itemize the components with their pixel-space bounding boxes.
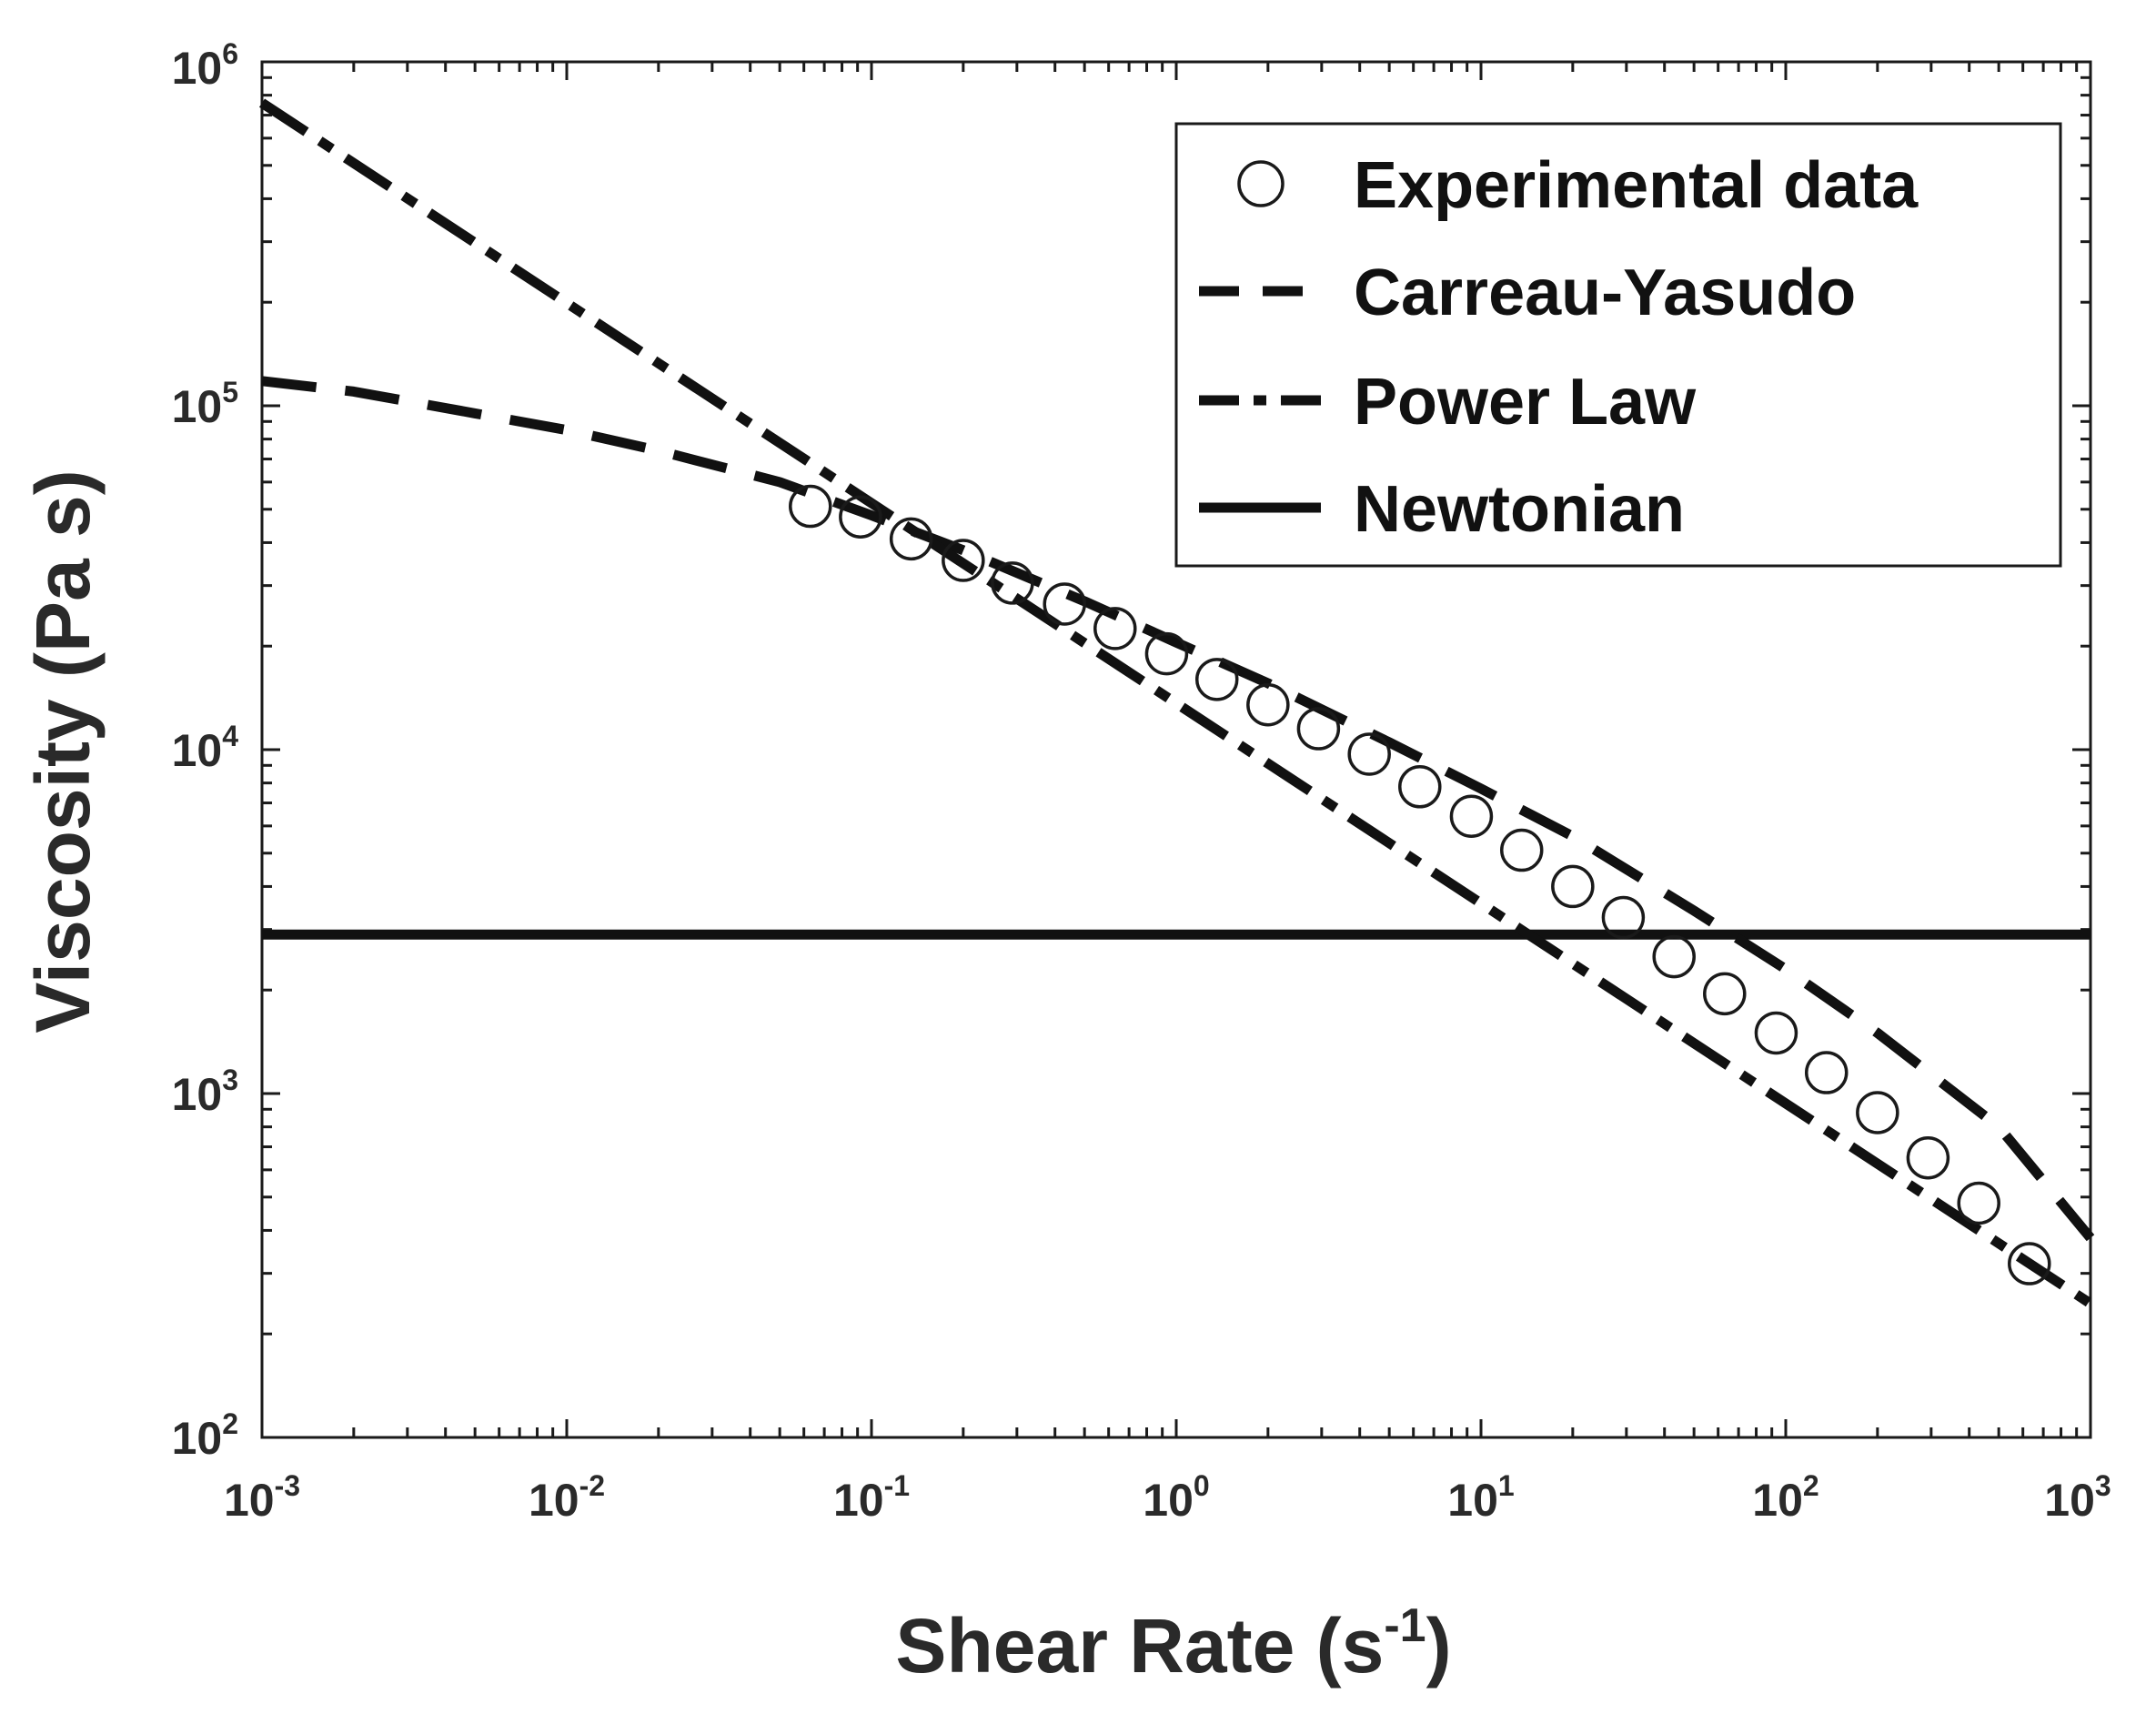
data-point bbox=[1246, 682, 1290, 727]
legend-marker bbox=[1237, 160, 1285, 207]
legend-entry-experimental-data: Experimental data bbox=[1237, 149, 1919, 222]
y-axis-title: Viscosity (Pa s) bbox=[20, 469, 106, 1033]
y-tick-label: 102 bbox=[172, 1407, 238, 1464]
legend-label: Power Law bbox=[1354, 366, 1697, 439]
data-point bbox=[839, 495, 882, 539]
data-point bbox=[2008, 1242, 2051, 1285]
data-point bbox=[1144, 631, 1189, 676]
data-point bbox=[1551, 864, 1595, 909]
legend-label: Newtonian bbox=[1354, 473, 1685, 546]
data-point bbox=[1957, 1181, 2000, 1225]
data-point bbox=[1652, 934, 1696, 979]
data-point bbox=[1398, 765, 1442, 809]
x-tick-label: 10-3 bbox=[224, 1469, 300, 1526]
data-point bbox=[1347, 732, 1391, 776]
experimental-data-series bbox=[789, 484, 2051, 1285]
legend: Experimental data Carreau-Yasudo Power Law… bbox=[1174, 122, 2062, 568]
carreau-yasudo-line bbox=[261, 376, 2095, 1242]
legend-label: Experimental data bbox=[1354, 149, 1919, 222]
power-law-line bbox=[258, 98, 2094, 1308]
data-point bbox=[1093, 607, 1137, 650]
data-point bbox=[1601, 895, 1646, 940]
legend-label: Carreau-Yasudo bbox=[1354, 257, 1856, 329]
x-tick-label: 102 bbox=[1752, 1469, 1818, 1526]
x-tick-label: 100 bbox=[1143, 1469, 1209, 1526]
x-tick-label: 103 bbox=[2044, 1469, 2111, 1526]
data-point bbox=[1296, 707, 1341, 751]
tick-marks bbox=[260, 60, 2092, 1439]
x-tick-label: 101 bbox=[1447, 1469, 1514, 1526]
data-point bbox=[942, 539, 985, 582]
data-point bbox=[991, 561, 1034, 605]
data-point bbox=[789, 484, 832, 529]
x-tick-labels: 10-3 10-2 10-1 100 101 102 103 bbox=[224, 1469, 2111, 1526]
y-tick-label: 104 bbox=[172, 720, 239, 776]
y-tick-label: 106 bbox=[172, 37, 238, 94]
data-point bbox=[1499, 828, 1544, 872]
y-tick-labels: 102 103 104 105 106 bbox=[172, 37, 239, 1464]
legend-entry-newtonian: Newtonian bbox=[1199, 473, 1685, 546]
legend-entry-power-law: Power Law bbox=[1199, 366, 1697, 439]
legend-box bbox=[1174, 122, 2062, 568]
y-tick-label: 103 bbox=[172, 1064, 238, 1120]
x-tick-label: 10-2 bbox=[529, 1469, 605, 1526]
y-tick-label: 105 bbox=[172, 376, 238, 432]
data-point bbox=[1906, 1135, 1950, 1180]
data-point bbox=[889, 517, 933, 561]
x-axis-title: Shear Rate (s-1) bbox=[895, 1599, 1451, 1689]
data-point bbox=[1449, 794, 1494, 839]
data-point bbox=[1856, 1091, 1899, 1134]
data-point bbox=[1043, 582, 1086, 626]
x-tick-label: 10-1 bbox=[833, 1469, 910, 1526]
data-point bbox=[1703, 972, 1747, 1016]
data-point bbox=[1194, 658, 1239, 701]
legend-entry-carreau-yasudo: Carreau-Yasudo bbox=[1199, 257, 1856, 329]
series-layer bbox=[258, 98, 2095, 1308]
data-point bbox=[1804, 1051, 1849, 1094]
data-point bbox=[1754, 1011, 1798, 1055]
